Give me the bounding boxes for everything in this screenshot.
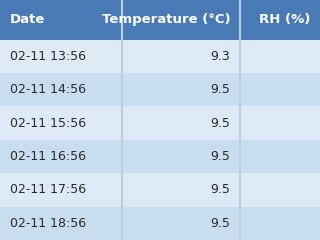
Text: 9.5: 9.5 [211, 83, 230, 96]
FancyBboxPatch shape [122, 0, 240, 40]
FancyBboxPatch shape [0, 73, 122, 106]
FancyBboxPatch shape [240, 173, 320, 207]
Text: 9.5: 9.5 [211, 117, 230, 130]
FancyBboxPatch shape [122, 40, 240, 73]
Text: Temperature (°C): Temperature (°C) [102, 13, 230, 26]
FancyBboxPatch shape [122, 140, 240, 173]
FancyBboxPatch shape [0, 40, 122, 73]
Text: 02-11 15:56: 02-11 15:56 [10, 117, 86, 130]
Text: 02-11 17:56: 02-11 17:56 [10, 183, 86, 196]
FancyBboxPatch shape [0, 207, 122, 240]
FancyBboxPatch shape [0, 0, 122, 40]
FancyBboxPatch shape [240, 140, 320, 173]
FancyBboxPatch shape [122, 106, 240, 140]
Text: Date: Date [10, 13, 45, 26]
Text: 9.3: 9.3 [211, 50, 230, 63]
FancyBboxPatch shape [122, 73, 240, 106]
FancyBboxPatch shape [240, 207, 320, 240]
Text: 02-11 16:56: 02-11 16:56 [10, 150, 86, 163]
FancyBboxPatch shape [240, 106, 320, 140]
FancyBboxPatch shape [122, 207, 240, 240]
FancyBboxPatch shape [0, 140, 122, 173]
Text: 02-11 14:56: 02-11 14:56 [10, 83, 86, 96]
FancyBboxPatch shape [122, 173, 240, 207]
Text: 9.5: 9.5 [211, 217, 230, 230]
FancyBboxPatch shape [240, 0, 320, 40]
Text: 02-11 13:56: 02-11 13:56 [10, 50, 86, 63]
Text: 02-11 18:56: 02-11 18:56 [10, 217, 86, 230]
Text: RH (%): RH (%) [259, 13, 310, 26]
FancyBboxPatch shape [240, 40, 320, 73]
Text: 9.5: 9.5 [211, 183, 230, 196]
FancyBboxPatch shape [0, 173, 122, 207]
FancyBboxPatch shape [0, 106, 122, 140]
Text: 9.5: 9.5 [211, 150, 230, 163]
FancyBboxPatch shape [240, 73, 320, 106]
